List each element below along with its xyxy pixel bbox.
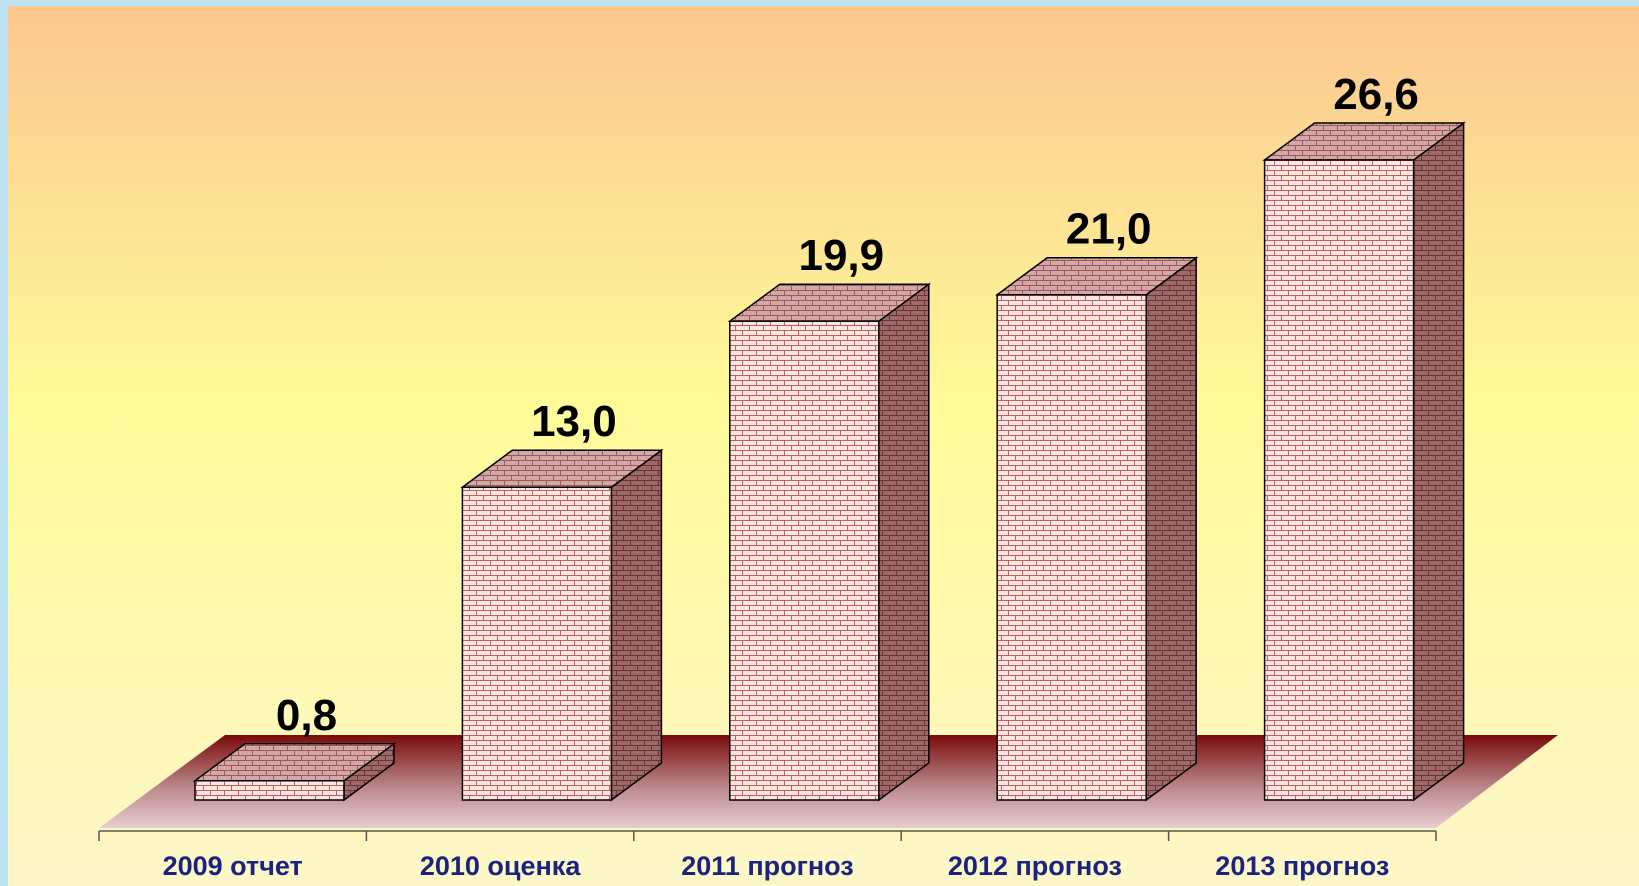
bar-side [610,448,663,802]
x-tick-label: 2011 прогноз [681,851,853,881]
value-label: 26,6 [1333,70,1419,119]
bar [461,486,613,801]
bar-side [1412,121,1465,802]
x-tick-label: 2012 прогноз [948,851,1122,881]
x-tick-label: 2009 отчет [163,851,303,881]
x-tick-label: 2010 оценка [420,851,581,881]
x-tick-label: 2013 прогноз [1215,851,1389,881]
bar [1263,159,1415,801]
value-label: 0,8 [276,691,337,740]
value-label: 19,9 [798,231,884,280]
bar-side [878,282,930,802]
bar [194,780,345,801]
bar-side [1145,256,1197,802]
bar [996,293,1147,801]
bar [729,320,880,801]
value-label: 13,0 [531,397,617,446]
value-label: 21,0 [1066,205,1152,254]
